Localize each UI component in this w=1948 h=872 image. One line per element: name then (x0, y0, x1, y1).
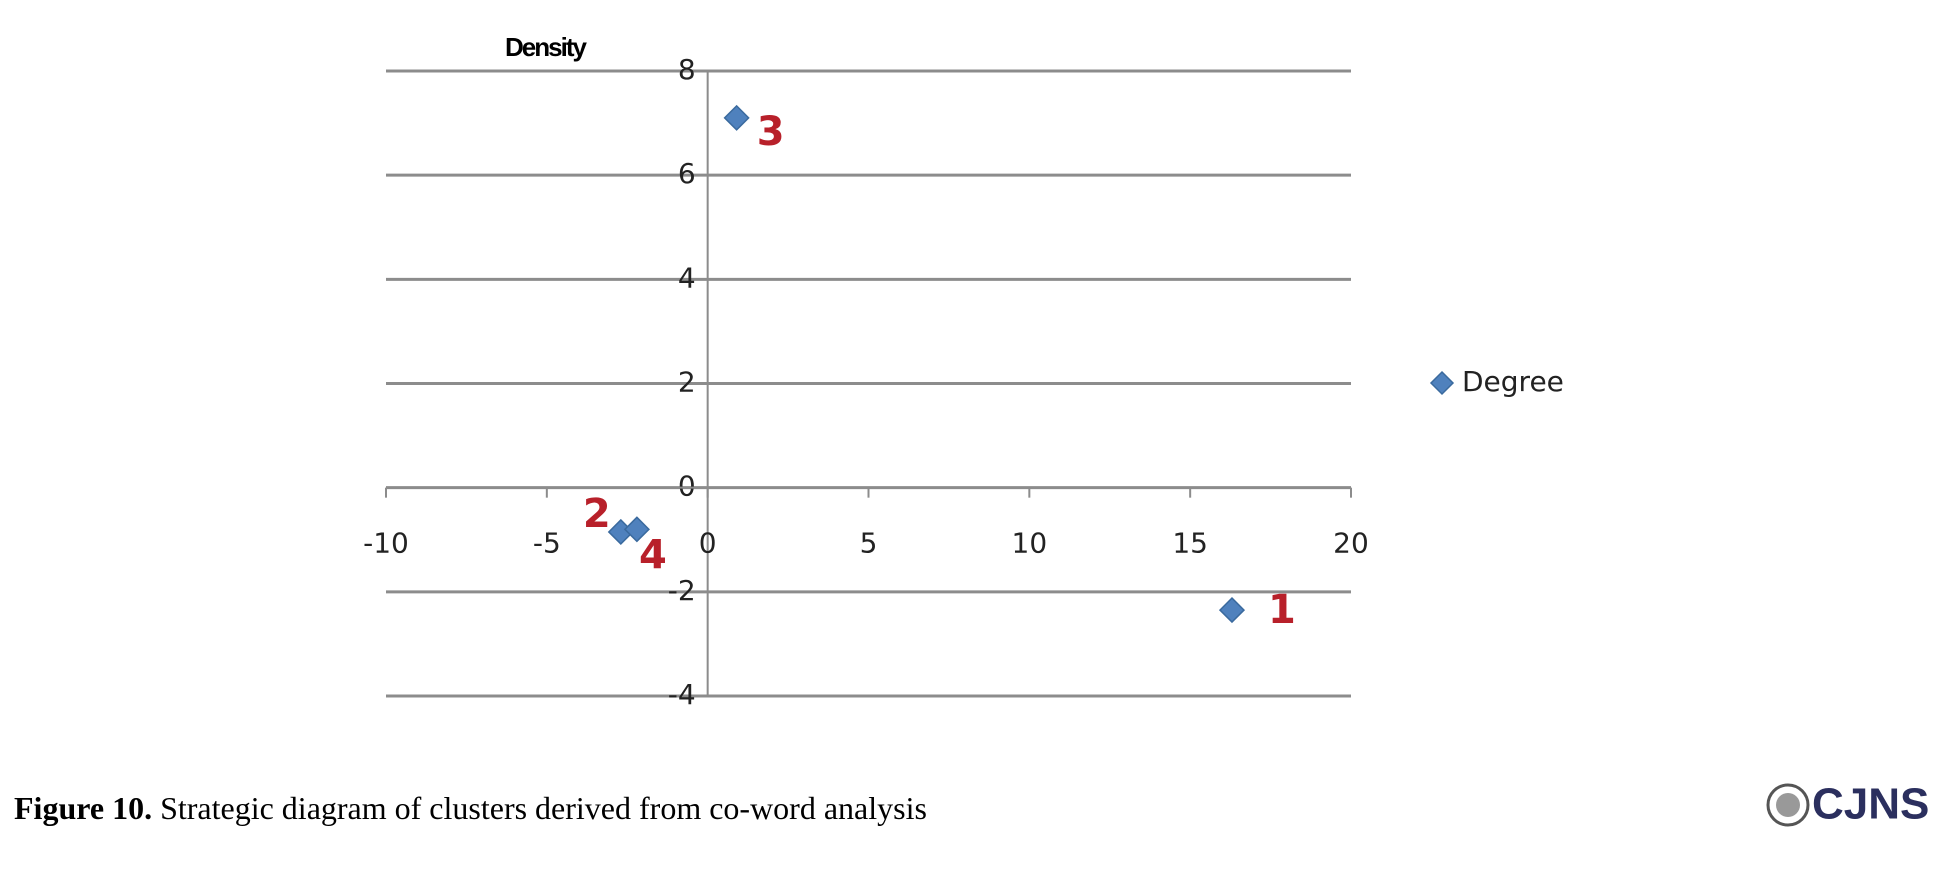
y-tick-label: 2 (678, 366, 696, 399)
y-tick-label: -4 (668, 678, 696, 711)
caption: Figure 10. Strategic diagram of clusters … (14, 790, 927, 826)
logo: CJNS (1766, 780, 1929, 829)
y-tick-label: 8 (678, 53, 696, 86)
x-tick-label: -10 (363, 527, 409, 560)
x-tick-label: 10 (1012, 527, 1048, 560)
point (623, 516, 650, 543)
legend-label: Degree (1462, 365, 1564, 398)
caption-label: Figure 10. (14, 790, 152, 826)
y-tick-label: 0 (678, 470, 696, 503)
x-tick-label: -5 (533, 527, 561, 560)
caption-text: Strategic diagram of clusters derived fr… (160, 790, 927, 826)
logo-emblem-inner (1776, 793, 1800, 817)
y-tick-label: 4 (678, 261, 696, 294)
logo-text: CJNS (1812, 780, 1929, 829)
point-label: 3 (757, 109, 785, 155)
x-tick-label: 15 (1172, 527, 1208, 560)
point-label: 1 (1268, 587, 1296, 633)
point (1218, 597, 1246, 624)
point (723, 104, 750, 131)
y-tick-label: -2 (668, 574, 696, 607)
x-tick-label: 5 (860, 527, 878, 560)
x-tick-label: 20 (1333, 527, 1369, 560)
y-axis-label: Density (505, 32, 587, 62)
point-label: 4 (639, 532, 667, 578)
x-tick-label: 0 (699, 527, 717, 560)
y-tick-label: 6 (678, 157, 696, 190)
point-label: 2 (583, 491, 611, 537)
legend-marker (1429, 370, 1455, 396)
